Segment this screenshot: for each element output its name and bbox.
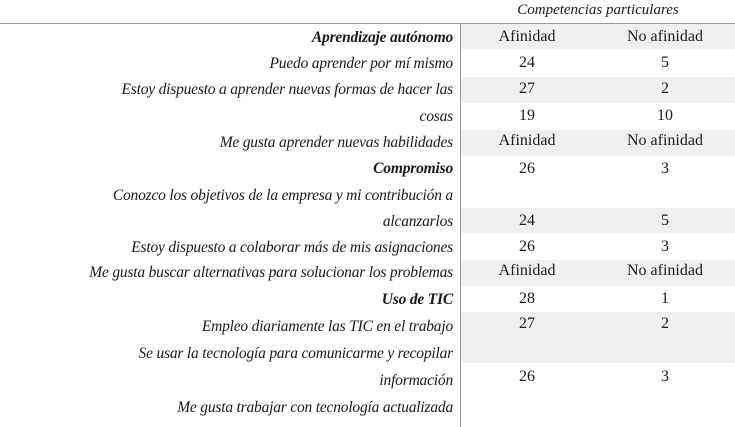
afinidad-header: Afinidad xyxy=(498,262,556,279)
row-band xyxy=(461,208,735,233)
item-label: Me gusta buscar alternativas para soluci… xyxy=(89,264,453,281)
item-label: Estoy dispuesto a aprender nuevas formas… xyxy=(121,81,453,98)
item-label: Me gusta trabajar con tecnología actuali… xyxy=(177,399,453,416)
afinidad-value: 19 xyxy=(519,107,535,124)
no-afinidad-value: 2 xyxy=(661,80,669,97)
no-afinidad-value: 5 xyxy=(661,212,669,229)
no-afinidad-header: No afinidad xyxy=(627,262,703,279)
item-label: Me gusta aprender nuevas habilidades xyxy=(219,134,454,151)
item-label: alcanzarlos xyxy=(382,213,453,230)
afinidad-value: 26 xyxy=(519,160,535,177)
item-label: Empleo diariamente las TIC en el trabajo xyxy=(201,318,453,335)
top-rule xyxy=(0,23,735,24)
item-label: cosas xyxy=(419,108,454,125)
row-band xyxy=(461,130,735,156)
row-band xyxy=(461,77,735,103)
afinidad-value: 24 xyxy=(519,54,535,71)
item-label: Puedo aprender por mí mismo xyxy=(269,55,454,72)
no-afinidad-value: 3 xyxy=(661,160,669,177)
no-afinidad-header: No afinidad xyxy=(627,28,703,45)
table-title: Competencias particulares xyxy=(517,2,679,18)
afinidad-value: 27 xyxy=(519,80,535,97)
item-label: Conozco los objetivos de la empresa y mi… xyxy=(112,187,453,204)
no-afinidad-value: 3 xyxy=(661,238,669,255)
afinidad-header: Afinidad xyxy=(498,132,556,149)
afinidad-value: 28 xyxy=(519,290,535,307)
no-afinidad-value: 2 xyxy=(661,315,669,332)
section-label-uso-tic: Uso de TIC xyxy=(381,291,453,308)
item-label: Estoy dispuesto a colaborar más de mis a… xyxy=(131,239,453,256)
item-label: información xyxy=(379,372,453,389)
no-afinidad-value: 1 xyxy=(661,290,669,307)
afinidad-value: 27 xyxy=(519,315,535,332)
section-label-aprendizaje: Aprendizaje autónomo xyxy=(311,29,453,46)
afinidad-value: 26 xyxy=(519,238,535,255)
column-divider xyxy=(460,24,461,427)
afinidad-header: Afinidad xyxy=(498,28,556,45)
row-band xyxy=(461,312,735,363)
no-afinidad-header: No afinidad xyxy=(627,132,703,149)
row-band xyxy=(461,24,735,49)
row-band xyxy=(461,260,735,286)
no-afinidad-value: 10 xyxy=(657,107,673,124)
no-afinidad-value: 3 xyxy=(661,368,669,385)
no-afinidad-value: 5 xyxy=(661,54,669,71)
item-label: Se usar la tecnología para comunicarme y… xyxy=(138,345,454,362)
section-label-compromiso: Compromiso xyxy=(373,160,453,177)
afinidad-value: 24 xyxy=(519,212,535,229)
afinidad-value: 26 xyxy=(519,368,535,385)
